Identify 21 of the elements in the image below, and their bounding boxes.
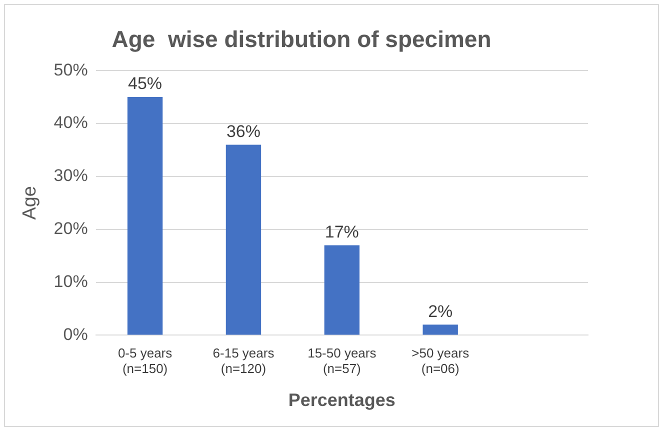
y-tick-label: 10%	[54, 272, 88, 291]
x-tick-label: 0-5 years (n=150)	[118, 346, 173, 376]
data-label: 17%	[324, 222, 359, 242]
data-label: 45%	[128, 74, 162, 94]
chart-title: Age wise distribution of specimen	[112, 26, 492, 52]
bar	[324, 245, 360, 335]
bar	[127, 97, 163, 335]
x-tick-label: 15-50 years (n=57)	[308, 346, 377, 376]
x-tick-label: 6-15 years (n=120)	[212, 346, 275, 376]
y-tick-label: 30%	[54, 166, 88, 186]
y-tick-label: 0%	[63, 324, 88, 344]
y-tick-label: 40%	[54, 113, 88, 132]
x-tick-label: >50 years (n=06)	[412, 346, 470, 376]
y-tick-label: 50%	[54, 60, 88, 80]
bar	[422, 324, 458, 335]
data-label: 36%	[226, 122, 260, 141]
x-axis-title: Percentages	[288, 390, 396, 410]
data-label: 2%	[428, 302, 453, 321]
y-axis-title: Age	[20, 186, 41, 220]
bar	[226, 144, 262, 335]
y-tick-label: 20%	[54, 219, 88, 238]
